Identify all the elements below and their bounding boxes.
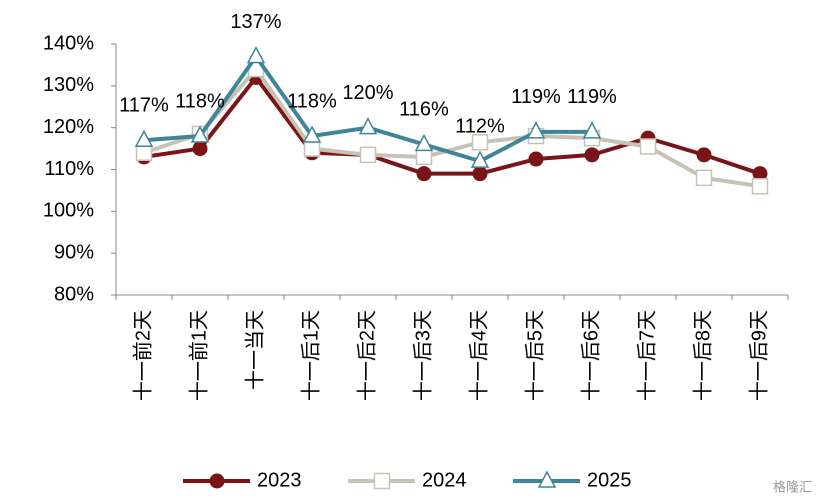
data-point (526, 121, 546, 139)
data-point (192, 141, 208, 157)
data-point (190, 125, 210, 143)
legend-marker (537, 470, 557, 488)
x-tick-label: 十一后2天 (355, 310, 378, 401)
legend-label: 2023 (257, 469, 302, 491)
data-label: 137% (230, 11, 281, 33)
data-label: 117% (119, 94, 169, 116)
y-tick-label: 130% (43, 74, 94, 96)
data-point (416, 166, 432, 182)
data-point (639, 138, 657, 155)
x-tick-label: 十一前1天 (187, 310, 210, 401)
x-tick-label: 十一后7天 (635, 310, 658, 401)
data-point (358, 117, 378, 135)
data-point (752, 166, 768, 182)
data-point (470, 150, 490, 168)
data-point (695, 169, 713, 187)
data-point (246, 45, 266, 64)
data-point (415, 148, 433, 166)
x-tick-label: 十一后3天 (411, 310, 434, 401)
watermark: 格隆汇 (773, 479, 812, 494)
data-label: 118% (175, 90, 225, 112)
legend-marker (209, 473, 225, 489)
x-tick-label: 十一后8天 (691, 310, 714, 401)
x-tick-label: 十一后6天 (579, 310, 602, 401)
data-point (359, 146, 377, 164)
data-label: 118% (287, 90, 337, 112)
data-label: 112% (455, 115, 505, 137)
y-tick-label: 100% (43, 200, 94, 222)
y-tick-label: 90% (54, 241, 94, 263)
x-tick-label: 十一后1天 (299, 310, 322, 401)
y-tick-label: 110% (44, 158, 94, 180)
x-tick-label: 十一后4天 (467, 310, 490, 401)
data-point (696, 147, 712, 163)
x-tick-label: 十一前2天 (131, 310, 154, 401)
data-label: 119% (511, 86, 561, 108)
data-point (472, 166, 488, 182)
data-point (414, 133, 434, 152)
data-label: 120% (342, 82, 393, 104)
y-tick-label: 80% (54, 283, 94, 305)
data-point (751, 177, 769, 195)
series-line (143, 75, 761, 176)
x-tick-label: 十一后5天 (523, 310, 546, 401)
data-label: 116% (399, 99, 449, 121)
legend-label: 2024 (422, 469, 467, 491)
legend-marker (373, 472, 391, 490)
series-line (143, 67, 761, 189)
data-point (302, 125, 322, 143)
x-tick-label: 十一当天 (243, 310, 266, 390)
data-point (135, 144, 153, 162)
data-point (134, 129, 154, 147)
data-label: 119% (567, 86, 617, 108)
data-point (584, 147, 600, 163)
data-point (303, 140, 321, 157)
data-point (471, 134, 489, 151)
legend-label: 2025 (587, 469, 632, 491)
x-tick-label: 十一后9天 (747, 310, 770, 401)
data-point (528, 151, 544, 167)
y-tick-label: 120% (43, 116, 94, 138)
data-point (582, 121, 602, 139)
y-tick-label: 140% (43, 32, 94, 54)
